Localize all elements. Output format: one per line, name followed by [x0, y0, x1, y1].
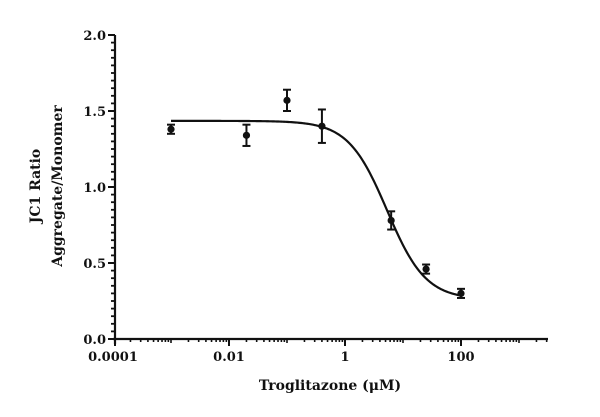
- marker-circle: [167, 125, 175, 133]
- marker-circle: [283, 96, 291, 104]
- data-point: [457, 287, 465, 299]
- y-axis-title-line1: JC1 Ratio: [28, 149, 44, 226]
- data-point: [422, 263, 431, 275]
- y-tick-label: 2.0: [83, 29, 106, 44]
- x-axis-title: Troglitazone (μM): [259, 378, 401, 394]
- marker-circle: [242, 131, 251, 139]
- marker-circle: [457, 289, 465, 297]
- x-tick-label: 0.01: [213, 350, 245, 365]
- data-point: [387, 210, 396, 231]
- marker-circle: [318, 122, 326, 130]
- y-tick-label: 0.5: [83, 257, 106, 272]
- y-tick-label: 1.5: [83, 105, 106, 120]
- x-tick-label: 1: [340, 350, 349, 365]
- x-tick-label: 100: [447, 350, 474, 365]
- data-point: [167, 123, 175, 135]
- x-tick-label: 0.0001: [88, 350, 138, 365]
- x-axis: 0.0001 0.01 1 100: [88, 337, 548, 365]
- data-point: [283, 88, 291, 112]
- y-tick-label: 1.0: [83, 181, 106, 196]
- marker-circle: [422, 265, 430, 273]
- y-tick-label: 0.0: [83, 333, 106, 348]
- y-axis: 0.0 0.5 1.0 1.5 2.0: [83, 29, 117, 348]
- data-point: [242, 123, 251, 147]
- y-axis-title-line2: Aggregate/Monomer: [50, 105, 66, 268]
- fitted-curve: [171, 119, 462, 297]
- plot-area: [167, 88, 465, 299]
- data-point: [317, 108, 326, 144]
- marker-circle: [387, 216, 395, 225]
